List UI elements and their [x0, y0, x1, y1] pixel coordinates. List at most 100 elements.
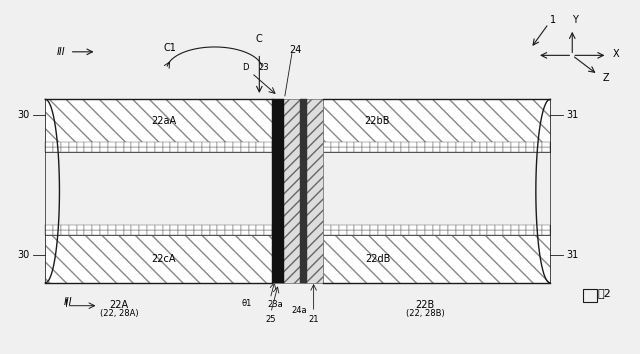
Bar	[347, 230, 355, 235]
Bar	[53, 147, 61, 152]
Text: 1: 1	[550, 15, 556, 25]
Text: Z: Z	[603, 73, 609, 83]
Bar	[347, 224, 355, 230]
Bar	[362, 230, 370, 235]
Bar	[362, 224, 370, 230]
Bar	[61, 230, 69, 235]
Bar	[77, 224, 84, 230]
Bar	[527, 224, 534, 230]
Bar	[456, 230, 464, 235]
Bar	[202, 142, 209, 147]
Bar	[163, 142, 170, 147]
Bar	[401, 224, 409, 230]
Bar	[448, 147, 456, 152]
Bar	[401, 230, 409, 235]
Bar	[257, 147, 264, 152]
Bar	[479, 230, 488, 235]
Bar	[108, 230, 116, 235]
Text: 31: 31	[566, 110, 578, 120]
Bar	[241, 224, 249, 230]
Bar	[433, 142, 440, 147]
Bar	[417, 230, 425, 235]
Bar	[233, 142, 241, 147]
Bar	[386, 230, 394, 235]
Bar	[323, 147, 331, 152]
Bar	[409, 147, 417, 152]
Bar	[100, 142, 108, 147]
Bar	[448, 224, 456, 230]
Bar	[347, 147, 355, 152]
Bar	[257, 230, 264, 235]
Bar	[456, 142, 464, 147]
Bar	[370, 230, 378, 235]
Bar	[355, 142, 362, 147]
Text: 22B: 22B	[416, 301, 435, 310]
Bar	[534, 147, 542, 152]
Bar	[355, 224, 362, 230]
Bar	[527, 147, 534, 152]
Bar	[272, 99, 284, 283]
Bar	[264, 224, 272, 230]
Text: 21: 21	[308, 314, 319, 324]
Bar	[155, 142, 163, 147]
Bar	[131, 230, 140, 235]
Bar	[53, 230, 61, 235]
Bar	[527, 230, 534, 235]
Text: 24a: 24a	[291, 306, 307, 315]
Bar	[339, 224, 347, 230]
Bar	[433, 230, 440, 235]
Bar	[433, 224, 440, 230]
Text: θ1: θ1	[241, 299, 252, 308]
Bar	[45, 224, 53, 230]
Text: Y: Y	[573, 15, 579, 25]
Bar	[378, 142, 386, 147]
Bar	[479, 224, 488, 230]
Bar	[339, 147, 347, 152]
Bar	[218, 224, 225, 230]
Bar	[209, 224, 218, 230]
Bar	[362, 147, 370, 152]
Bar	[417, 142, 425, 147]
Bar	[362, 142, 370, 147]
Bar	[218, 142, 225, 147]
Bar	[323, 235, 550, 283]
Bar	[116, 224, 124, 230]
Bar	[147, 142, 155, 147]
Bar	[331, 230, 339, 235]
Bar	[108, 147, 116, 152]
Bar	[116, 142, 124, 147]
Bar	[495, 230, 503, 235]
Bar	[131, 147, 140, 152]
Text: 23: 23	[258, 63, 269, 72]
Text: 31: 31	[566, 251, 578, 261]
Bar	[163, 147, 170, 152]
Bar	[202, 147, 209, 152]
Bar	[355, 147, 362, 152]
Text: III: III	[63, 297, 72, 307]
Bar	[370, 224, 378, 230]
Bar	[218, 230, 225, 235]
Text: 22bB: 22bB	[365, 116, 390, 126]
Bar	[233, 224, 241, 230]
Bar	[108, 142, 116, 147]
Bar	[84, 147, 92, 152]
Bar	[209, 147, 218, 152]
Bar	[394, 147, 401, 152]
Bar	[472, 224, 479, 230]
Bar	[225, 224, 233, 230]
Bar	[511, 224, 518, 230]
Bar	[45, 230, 53, 235]
Bar	[264, 230, 272, 235]
Bar	[69, 230, 77, 235]
Bar	[233, 147, 241, 152]
Text: 22A: 22A	[109, 301, 129, 310]
Bar	[534, 224, 542, 230]
Bar	[386, 142, 394, 147]
Bar	[401, 142, 409, 147]
Text: 30: 30	[17, 251, 29, 261]
Bar	[495, 147, 503, 152]
Bar	[300, 99, 307, 283]
Bar	[241, 147, 249, 152]
Bar	[249, 147, 257, 152]
Bar	[378, 224, 386, 230]
